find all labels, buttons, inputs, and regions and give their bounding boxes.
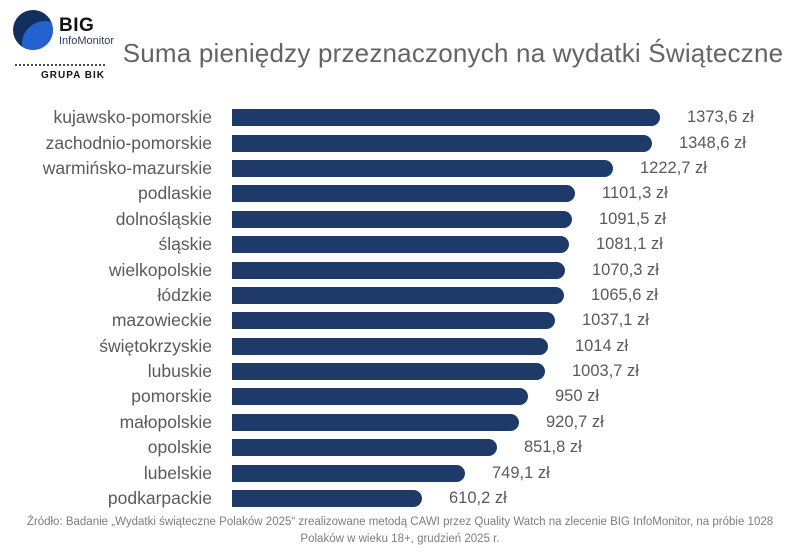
chart-row: łódzkie 1065,6 zł (0, 283, 800, 308)
category-label: zachodnio-pomorskie (45, 132, 212, 153)
bar (232, 464, 465, 482)
value-label: 1014 zł (575, 336, 629, 355)
bar (232, 413, 519, 431)
category-label: podlaskie (138, 183, 212, 204)
bar (232, 363, 545, 381)
bar (232, 134, 652, 152)
chart-row: wielkopolskie 1070,3 zł (0, 257, 800, 282)
logo-infomonitor-text: InfoMonitor (59, 35, 115, 47)
value-label: 851,8 zł (524, 438, 582, 457)
chart-row: lubelskie 749,1 zł (0, 460, 800, 485)
value-label: 920,7 zł (546, 412, 604, 431)
big-infomonitor-logo: BIG InfoMonitor GRUPA BIK (0, 10, 118, 81)
bar (232, 439, 497, 457)
bar-area: 851,8 zł (232, 438, 582, 457)
value-label: 749,1 zł (492, 463, 550, 482)
category-label: śląskie (158, 234, 213, 255)
chart-row: warmińsko-mazurskie 1222,7 zł (0, 156, 800, 181)
value-label: 610,2 zł (449, 489, 507, 508)
category-label: podkarpackie (107, 488, 212, 509)
value-label: 1091,5 zł (599, 209, 666, 228)
category-label: małopolskie (119, 411, 212, 432)
bar-area: 1222,7 zł (232, 159, 707, 178)
chart-row: lubuskie 1003,7 zł (0, 359, 800, 384)
bar-area: 1070,3 zł (232, 261, 659, 280)
source-note: Źródło: Badanie „Wydatki świąteczne Pola… (26, 515, 774, 545)
bar (232, 109, 660, 127)
chart-title: Suma pieniędzy przeznaczonych na wydatki… (122, 38, 784, 68)
value-label: 1373,6 zł (687, 108, 754, 127)
value-label: 1003,7 zł (572, 362, 639, 381)
chart-row: kujawsko-pomorskie 1373,6 zł (0, 105, 800, 130)
value-label: 1101,3 zł (602, 184, 668, 203)
bar-area: 1065,6 zł (232, 286, 658, 305)
chart-row: dolnośląskie 1091,5 zł (0, 207, 800, 232)
bar (232, 312, 555, 330)
chart-row: małopolskie 920,7 zł (0, 410, 800, 435)
bar (232, 210, 572, 228)
value-label: 1222,7 zł (640, 158, 707, 177)
logo-dotted-line (15, 64, 105, 66)
chart-row: zachodnio-pomorskie 1348,6 zł (0, 130, 800, 155)
logo-wordmark: BIG InfoMonitor (59, 10, 114, 49)
category-label: dolnośląskie (115, 208, 212, 229)
logo-grupa-bik-text: GRUPA BIK (41, 70, 105, 81)
value-label: 1065,6 zł (591, 285, 658, 304)
bar (232, 185, 575, 203)
bar-area: 1373,6 zł (232, 108, 754, 127)
bar (232, 286, 564, 304)
bar-area: 1014 zł (232, 337, 628, 356)
bar (232, 337, 548, 355)
chart-row: opolskie 851,8 zł (0, 435, 800, 460)
bar-area: 749,1 zł (232, 464, 550, 483)
bar-area: 920,7 zł (232, 413, 604, 432)
bar-area: 1101,3 zł (232, 184, 668, 203)
category-label: opolskie (147, 437, 212, 458)
category-label: wielkopolskie (108, 259, 212, 280)
category-label: warmińsko-mazurskie (42, 157, 212, 178)
chart-row: pomorskie 950 zł (0, 384, 800, 409)
bar-area: 950 zł (232, 387, 599, 406)
category-label: świętokrzyskie (99, 335, 212, 356)
value-label: 950 zł (555, 387, 600, 406)
bar-area: 610,2 zł (232, 489, 507, 508)
chart-row: podlaskie 1101,3 zł (0, 181, 800, 206)
category-label: kujawsko-pomorskie (53, 107, 212, 128)
bar-area: 1037,1 zł (232, 311, 649, 330)
bar (232, 236, 569, 254)
category-label: łódzkie (157, 284, 212, 305)
category-label: pomorskie (131, 386, 212, 407)
category-label: mazowieckie (111, 310, 212, 331)
logo-globe-icon (13, 10, 53, 50)
chart-row: mazowieckie 1037,1 zł (0, 308, 800, 333)
value-label: 1037,1 zł (582, 311, 649, 330)
category-label: lubuskie (147, 361, 212, 382)
bar-area: 1091,5 zł (232, 210, 666, 229)
value-label: 1348,6 zł (679, 133, 746, 152)
logo-big-text: BIG (59, 15, 95, 36)
bar-area: 1081,1 zł (232, 235, 663, 254)
bar-area: 1348,6 zł (232, 134, 746, 153)
bar (232, 388, 528, 406)
chart-row: świętokrzyskie 1014 zł (0, 334, 800, 359)
bar-chart: kujawsko-pomorskie 1373,6 zł zachodnio-pom… (0, 105, 800, 511)
value-label: 1070,3 zł (592, 260, 659, 279)
bar (232, 261, 565, 279)
value-label: 1081,1 zł (596, 235, 663, 254)
header: BIG InfoMonitor GRUPA BIK Suma pieniędzy… (0, 0, 800, 95)
chart-row: śląskie 1081,1 zł (0, 232, 800, 257)
bar (232, 490, 422, 508)
bar (232, 159, 613, 177)
chart-row: podkarpackie 610,2 zł (0, 486, 800, 511)
bar-area: 1003,7 zł (232, 362, 639, 381)
category-label: lubelskie (143, 462, 212, 483)
